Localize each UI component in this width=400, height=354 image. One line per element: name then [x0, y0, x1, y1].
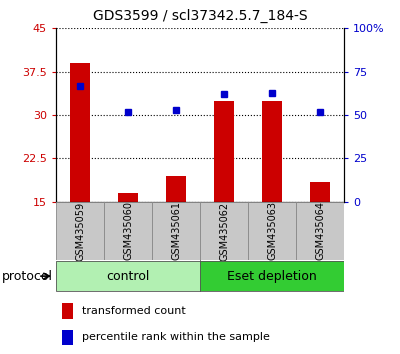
Text: control: control [106, 270, 150, 282]
Bar [200, 202, 248, 259]
Text: GSM435059: GSM435059 [75, 201, 85, 261]
Bar [152, 202, 200, 259]
Bar [166, 176, 186, 202]
Text: GDS3599 / scl37342.5.7_184-S: GDS3599 / scl37342.5.7_184-S [93, 9, 307, 23]
Text: protocol: protocol [2, 270, 53, 282]
Bar [296, 202, 344, 259]
Bar [62, 303, 73, 319]
Bar [248, 202, 296, 259]
Text: GSM435060: GSM435060 [123, 201, 133, 261]
Bar [262, 101, 282, 202]
Bar [70, 63, 90, 202]
Bar [200, 261, 344, 291]
Text: GSM435062: GSM435062 [219, 201, 229, 261]
Bar [62, 330, 73, 345]
Bar [214, 101, 234, 202]
Text: GSM435064: GSM435064 [315, 201, 325, 261]
Text: Eset depletion: Eset depletion [227, 270, 317, 282]
Bar [118, 193, 138, 202]
Text: GSM435063: GSM435063 [267, 201, 277, 261]
Bar [56, 261, 200, 291]
Bar [104, 202, 152, 259]
Text: percentile rank within the sample: percentile rank within the sample [82, 332, 270, 342]
Bar [56, 202, 104, 259]
Text: transformed count: transformed count [82, 306, 186, 316]
Text: GSM435061: GSM435061 [171, 201, 181, 261]
Bar [310, 182, 330, 202]
